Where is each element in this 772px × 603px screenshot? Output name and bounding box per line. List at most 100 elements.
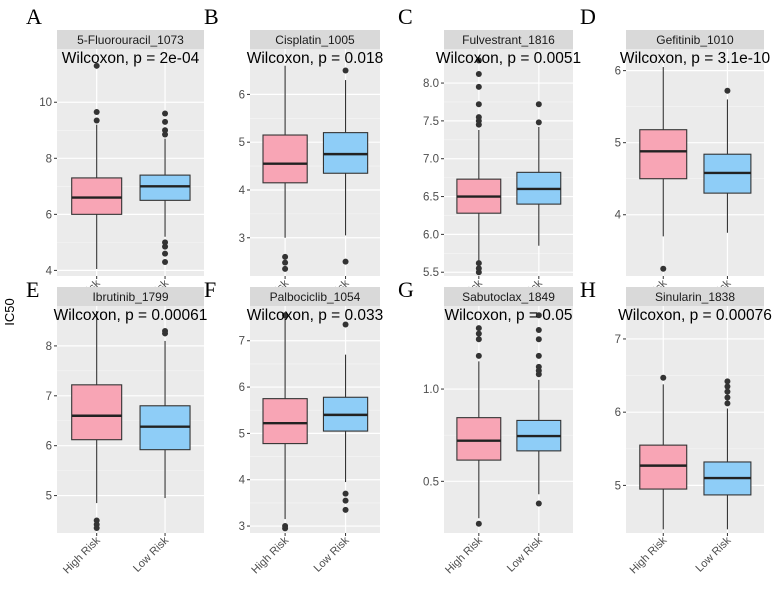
panel-letter: A [26,4,42,29]
panel-title: Sabutoclax_1849 [462,290,555,304]
outlier-point [535,500,542,507]
outlier-point [282,312,289,319]
outlier-point [475,83,482,90]
box-iqr [456,417,502,461]
wilcoxon-annotation: Wilcoxon, p = 0.018 [247,50,384,67]
outlier-point [724,87,731,94]
panel-strip [250,30,380,49]
box-iqr [139,174,191,201]
y-tick-label: 3 [239,521,245,533]
outlier-point [475,325,482,332]
outlier-point [162,131,169,138]
outlier-point [93,525,100,532]
box-low-risk [322,67,369,265]
panel-strip [626,287,764,306]
y-tick-label: 6 [615,66,621,78]
box-iqr [639,444,688,490]
outlier-point [475,101,482,108]
outlier-point [342,490,349,497]
y-tick-label: 5 [46,491,52,503]
outlier-point [162,258,169,265]
panel-strip [250,287,380,306]
y-tick-label: 5 [615,138,621,150]
outlier-point [342,497,349,504]
wilcoxon-annotation: Wilcoxon, p = 0.00061 [54,307,208,324]
wilcoxon-annotation: Wilcoxon, p = 0.0051 [436,50,581,67]
outlier-point [724,388,731,395]
y-tick-label: 8 [46,341,52,353]
panel-background [444,49,573,276]
panel-letter: E [26,277,39,302]
y-tick-label: 8.0 [423,78,439,90]
wilcoxon-annotation: Wilcoxon, p = 0.033 [247,307,384,324]
box-low-risk [703,378,752,530]
x-tick-label: High Risk [443,534,485,576]
x-tick-label: Low Risk [694,534,734,574]
panel-h: 5 6 7 Sinularin_1838 High Risk Low Risk Wilcox… [580,277,772,576]
y-tick-label: 4 [239,475,246,487]
outlier-point [282,265,289,272]
panel-strip [444,30,573,49]
box-low-risk [139,110,191,265]
outlier-point [475,70,482,77]
outlier-point [162,239,169,246]
y-tick-label: 6 [239,382,245,394]
panel-title: Gefitinib_1010 [656,33,734,47]
box-iqr [262,398,308,445]
outlier-point [535,352,542,359]
y-tick-label: 4 [46,265,53,277]
x-tick-label: High Risk [61,534,103,576]
wilcoxon-annotation: Wilcoxon, p = 0.05 [445,307,573,324]
panel-g: 0.5 1.0 Sabutoclax_1849 High Risk Low Risk Wi… [398,277,573,576]
wilcoxon-annotation: Wilcoxon, p = 0.00076 [618,307,772,324]
y-axis-label: IC50 [2,298,17,325]
y-tick-label: 5 [239,428,245,440]
panel-grid: 4 6 8 10 5-Fluorouracil_1073 High Risk Low Ris… [26,4,772,576]
outlier-point [282,253,289,260]
y-tick-label: 7 [239,336,245,348]
x-tick-label: Low Risk [131,534,171,574]
outlier-point [162,118,169,125]
panel-title: Palbociclib_1054 [270,290,361,304]
outlier-point [475,260,482,267]
outlier-point [162,327,169,334]
y-tick-label: 4 [239,185,246,197]
panel-e: 5 6 7 8 Ibrutinib_1799 High Risk Low Risk Wilco… [26,277,207,576]
box-iqr [71,384,123,441]
outlier-point [162,110,169,117]
outlier-point [535,336,542,343]
outlier-point [93,117,100,124]
x-tick-label: Low Risk [505,534,545,574]
box-iqr [71,177,123,215]
y-tick-label: 3 [239,233,245,245]
outlier-point [282,259,289,266]
panel-letter: G [398,277,414,302]
outlier-point [475,269,482,276]
panel-strip [57,287,204,306]
box-iqr [639,129,688,180]
box-high-risk [456,57,502,276]
outlier-point [475,352,482,359]
outlier-point [93,62,100,69]
y-tick-label: 6 [46,209,52,221]
outlier-point [342,506,349,513]
outlier-point [162,243,169,250]
panel-title: Ibrutinib_1799 [92,290,168,304]
panel-title: Cisplatin_1005 [275,33,355,47]
panel-letter: B [204,4,219,29]
outlier-point [162,250,169,257]
outlier-point [93,109,100,116]
y-tick-label: 5 [239,137,245,149]
outlier-point [724,378,731,385]
panel-title: Fulvestrant_1816 [462,33,555,47]
y-tick-label: 7 [615,334,621,346]
panel-letter: F [204,277,216,302]
outlier-point [535,312,542,319]
box-low-risk [703,87,752,233]
wilcoxon-annotation: Wilcoxon, p = 3.1e-10 [620,50,771,67]
outlier-point [724,383,731,390]
panel-letter: D [580,4,596,29]
panel-letter: H [580,277,596,302]
panel-f: 3 4 5 6 7 Palbociclib_1054 High Risk Low Risk Wi… [204,277,383,576]
